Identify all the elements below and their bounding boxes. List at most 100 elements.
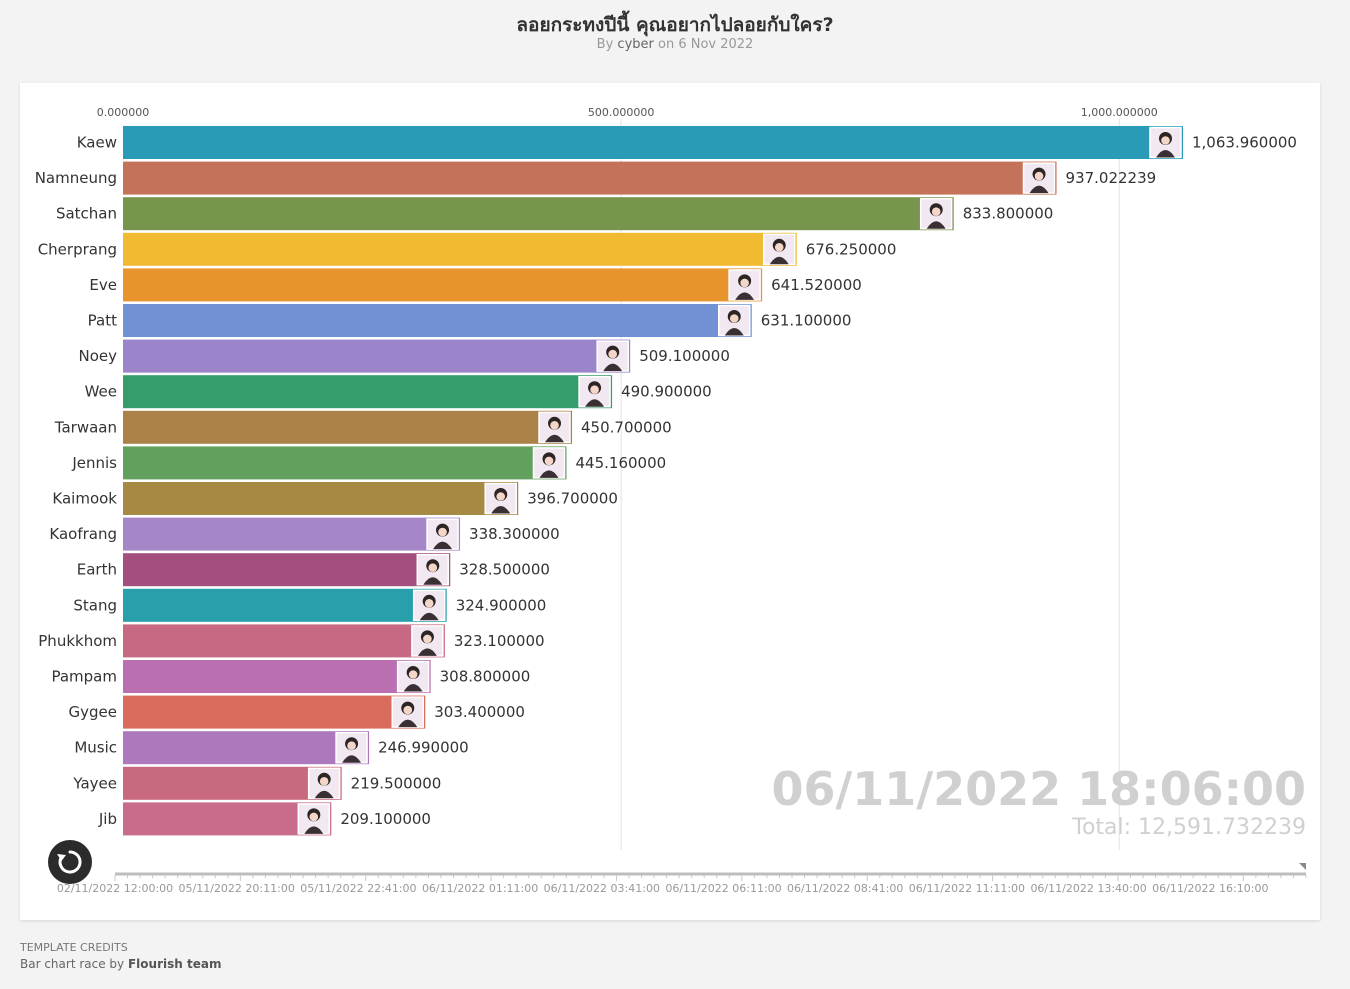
bar-row: Phukkhom 323.100000 bbox=[38, 624, 545, 658]
bar-row: Satchan 833.800000 bbox=[56, 197, 1054, 231]
total-label: Total: 12,591.732239 bbox=[1071, 815, 1306, 840]
template-credits: TEMPLATE CREDITS Bar chart race by Flour… bbox=[20, 939, 221, 973]
bar-row: Earth 328.500000 bbox=[77, 553, 550, 587]
value-label: 303.400000 bbox=[434, 703, 525, 721]
bar-row: Music 246.990000 bbox=[74, 731, 469, 765]
bar-row: Kaew 1,063.960000 bbox=[77, 126, 1297, 159]
timeline-handle[interactable] bbox=[1299, 863, 1306, 870]
avatar-photo-icon bbox=[1022, 162, 1056, 194]
timeline-label[interactable]: 06/11/2022 01:11:00 bbox=[422, 882, 538, 895]
credits-author[interactable]: Flourish team bbox=[127, 957, 222, 971]
category-label: Namneung bbox=[35, 169, 117, 187]
category-label: Noey bbox=[78, 347, 117, 365]
bar bbox=[123, 126, 1183, 159]
value-label: 833.800000 bbox=[963, 205, 1054, 223]
bar bbox=[123, 339, 631, 373]
category-label: Cherprang bbox=[38, 240, 117, 258]
category-label: Earth bbox=[77, 561, 117, 579]
value-label: 219.500000 bbox=[351, 774, 442, 792]
value-label: 445.160000 bbox=[576, 454, 667, 472]
category-label: Pampam bbox=[51, 668, 117, 686]
bar-row: Namneung 937.022239 bbox=[35, 161, 1157, 195]
timeline-label[interactable]: 06/11/2022 08:41:00 bbox=[787, 882, 903, 895]
category-label: Phukkhom bbox=[38, 632, 117, 650]
value-label: 308.800000 bbox=[440, 668, 531, 686]
category-label: Kaofrang bbox=[49, 525, 117, 543]
timeline-label[interactable]: 02/11/2022 12:00:00 bbox=[57, 882, 173, 895]
category-label: Wee bbox=[85, 383, 117, 401]
avatar-photo-icon bbox=[335, 731, 368, 764]
value-label: 631.100000 bbox=[761, 312, 852, 330]
bar bbox=[123, 268, 763, 302]
byline-date: on 6 Nov 2022 bbox=[658, 37, 754, 52]
avatar-photo-icon bbox=[919, 197, 953, 230]
avatar-photo-icon bbox=[728, 269, 761, 301]
timeline-label[interactable]: 06/11/2022 06:11:00 bbox=[665, 882, 781, 895]
avatar-photo-icon bbox=[426, 518, 459, 550]
credits-line: Bar chart race by Flourish team bbox=[20, 956, 221, 973]
timeline-label[interactable]: 06/11/2022 13:40:00 bbox=[1030, 882, 1146, 895]
category-label: Stang bbox=[73, 596, 117, 614]
value-label: 396.700000 bbox=[527, 490, 618, 508]
avatar-photo-icon bbox=[412, 589, 446, 622]
value-label: 328.500000 bbox=[459, 561, 550, 579]
avatar-photo-icon bbox=[484, 482, 517, 515]
avatar-photo-icon bbox=[416, 553, 450, 586]
chart-card: 0.000000 500.000000 1,000.000000 Kaew 1,063… bbox=[20, 83, 1320, 920]
bar-chart-race: 0.000000 500.000000 1,000.000000 Kaew 1,063… bbox=[35, 106, 1307, 895]
chart-title: ลอยกระทงปีนี้ คุณอยากไปลอยกับใคร? bbox=[516, 14, 834, 36]
current-time-label: 06/11/2022 18:06:00 bbox=[771, 762, 1306, 816]
bar bbox=[123, 375, 613, 409]
bar bbox=[123, 766, 342, 800]
avatar-photo-icon bbox=[596, 340, 629, 372]
replay-icon bbox=[57, 850, 82, 874]
value-label: 937.022239 bbox=[1066, 169, 1157, 187]
avatar-photo-icon bbox=[391, 696, 425, 728]
bar-row: Pampam 308.800000 bbox=[51, 660, 530, 693]
byline: By cyber on 6 Nov 2022 bbox=[0, 37, 1350, 52]
timeline-label[interactable]: 06/11/2022 11:11:00 bbox=[909, 882, 1025, 895]
value-label: 209.100000 bbox=[340, 810, 431, 828]
bar-row: Kaofrang 338.300000 bbox=[49, 517, 560, 551]
timeline-label[interactable]: 05/11/2022 20:11:00 bbox=[179, 882, 295, 895]
bar bbox=[123, 304, 752, 337]
bar bbox=[123, 624, 445, 658]
category-label: Eve bbox=[89, 276, 117, 294]
bar bbox=[123, 232, 797, 266]
category-label: Kaimook bbox=[52, 490, 117, 508]
avatar-photo-icon bbox=[532, 447, 566, 479]
bar-row: Patt 631.100000 bbox=[88, 304, 852, 337]
axis-tick-label: 1,000.000000 bbox=[1081, 106, 1158, 119]
replay-button[interactable] bbox=[48, 840, 92, 884]
timeline-label[interactable]: 06/11/2022 16:10:00 bbox=[1152, 882, 1268, 895]
timeline-scrubber[interactable]: 02/11/2022 12:00:00 05/11/2022 20:11:00 05… bbox=[57, 863, 1307, 895]
bar-row: Noey 509.100000 bbox=[78, 339, 730, 373]
bar bbox=[123, 517, 461, 551]
bar-row: Eve 641.520000 bbox=[89, 268, 862, 302]
category-label: Jennis bbox=[71, 454, 117, 472]
bar bbox=[123, 588, 447, 622]
bar-row: Yayee 219.500000 bbox=[72, 766, 442, 800]
category-label: Satchan bbox=[56, 205, 117, 223]
bar bbox=[123, 446, 567, 480]
avatar-photo-icon bbox=[411, 625, 444, 657]
value-label: 323.100000 bbox=[454, 632, 545, 650]
bar-row: Kaimook 396.700000 bbox=[52, 482, 618, 515]
avatar-photo-icon bbox=[307, 767, 341, 800]
credits-prefix: Bar chart race by bbox=[20, 957, 125, 971]
avatar-photo-icon bbox=[396, 660, 430, 693]
axis-tick-label: 0.000000 bbox=[97, 106, 150, 119]
timeline-label[interactable]: 05/11/2022 22:41:00 bbox=[300, 882, 416, 895]
bar bbox=[123, 731, 370, 765]
value-label: 509.100000 bbox=[639, 347, 730, 365]
byline-author[interactable]: cyber bbox=[617, 37, 654, 52]
bar-row: Cherprang 676.250000 bbox=[38, 232, 897, 266]
category-label: Tarwaan bbox=[54, 418, 117, 436]
value-label: 450.700000 bbox=[581, 418, 672, 436]
byline-prefix: By bbox=[596, 37, 614, 52]
timeline-label[interactable]: 06/11/2022 03:41:00 bbox=[544, 882, 660, 895]
category-label: Jib bbox=[98, 810, 117, 828]
avatar-photo-icon bbox=[718, 304, 751, 337]
bar bbox=[123, 660, 431, 693]
value-label: 676.250000 bbox=[806, 240, 897, 258]
